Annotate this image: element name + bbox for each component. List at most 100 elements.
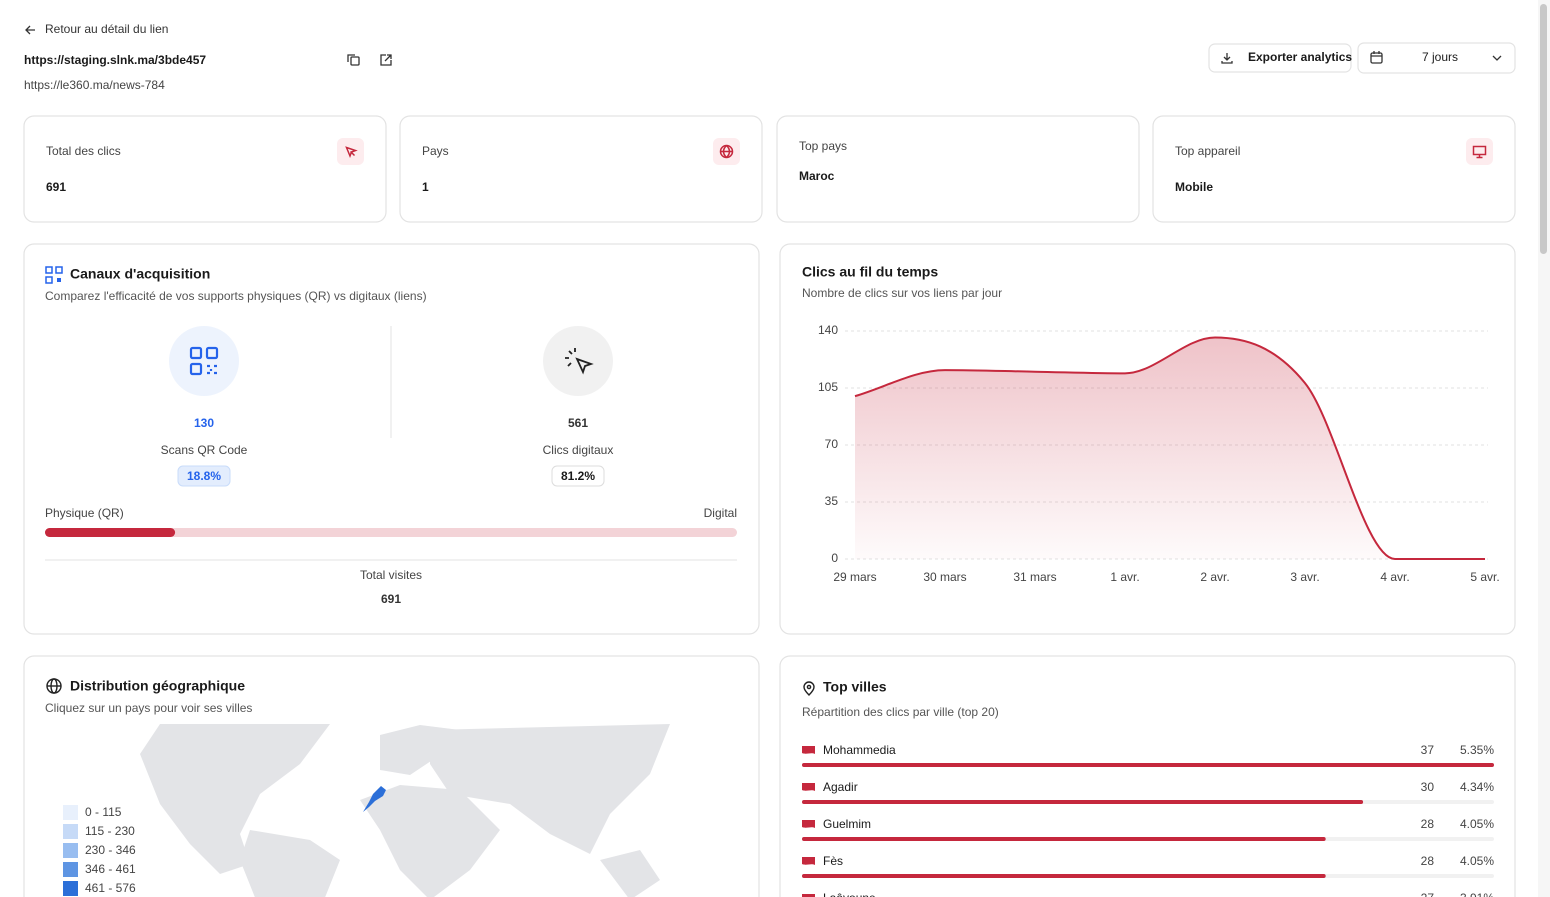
- city-share: 3.91%: [1460, 891, 1494, 897]
- stat-label: Top appareil: [1175, 144, 1240, 158]
- city-bar: [802, 763, 1494, 767]
- stat-card: [399, 115, 763, 223]
- city-share: 4.05%: [1460, 817, 1494, 831]
- digital-value: 561: [568, 416, 588, 430]
- scroll-thumb[interactable]: [1540, 4, 1547, 254]
- calendar-icon: [1370, 51, 1383, 64]
- stat-card: [776, 115, 1140, 223]
- back-arrow[interactable]: [25, 25, 35, 35]
- qr-value: 130: [194, 416, 214, 430]
- x-tick-label: 5 avr.: [1470, 570, 1499, 584]
- legend-label: 230 - 346: [85, 843, 136, 857]
- y-tick-label: 35: [825, 494, 839, 508]
- flag: [802, 820, 815, 828]
- bar-left-label: Physique (QR): [45, 506, 124, 520]
- period-select[interactable]: [1357, 42, 1516, 74]
- x-tick-label: 3 avr.: [1290, 570, 1319, 584]
- qr-icon: [189, 346, 219, 376]
- x-tick-label: 1 avr.: [1110, 570, 1139, 584]
- legend-swatch: [63, 881, 78, 896]
- city-clicks: 28: [1421, 817, 1435, 831]
- acquisition-subtitle: Comparez l'efficacité de vos supports ph…: [45, 289, 427, 303]
- legend-label: 0 - 115: [85, 805, 122, 819]
- flag: [802, 894, 815, 897]
- digital-label: Clics digitaux: [543, 443, 614, 457]
- y-tick-label: 0: [831, 551, 838, 565]
- stat-value: 691: [46, 180, 66, 194]
- link-title: https://staging.slnk.ma/3bde457: [24, 53, 206, 67]
- city-share: 5.35%: [1460, 743, 1494, 757]
- geo-subtitle: Cliquez sur un pays pour voir ses villes: [45, 701, 252, 715]
- stat-label: Top pays: [799, 139, 847, 153]
- x-tick-label: 2 avr.: [1200, 570, 1229, 584]
- qr-label: Scans QR Code: [161, 443, 248, 457]
- y-tick-label: 70: [825, 437, 839, 451]
- qr-percent: 18.8%: [187, 469, 221, 483]
- legend-label: 115 - 230: [85, 824, 135, 838]
- digital-pill: [551, 465, 605, 487]
- x-tick-label: 31 mars: [1013, 570, 1056, 584]
- bar-right-label: Digital: [704, 506, 737, 520]
- qr-icon-small: [45, 266, 63, 284]
- copy-icon[interactable]: [347, 54, 360, 66]
- x-tick-label: 4 avr.: [1380, 570, 1409, 584]
- stat-card: [23, 115, 387, 223]
- stat-card: [1152, 115, 1516, 223]
- cities-subtitle: Répartition des clics par ville (top 20): [802, 705, 999, 719]
- city-clicks: 27: [1421, 891, 1435, 897]
- cities-title: Top villes: [823, 679, 887, 695]
- area: [855, 337, 1485, 559]
- chart-title: Clics au fil du temps: [802, 264, 938, 280]
- stat-icon-bg: [1466, 138, 1493, 165]
- legend-swatch: [63, 805, 78, 820]
- destination-url: https://le360.ma/news-784: [24, 78, 165, 92]
- legend-swatch: [63, 862, 78, 877]
- legend-swatch: [63, 824, 78, 839]
- digital-percent: 81.2%: [561, 469, 595, 483]
- city-name: Laâyoune: [823, 891, 876, 897]
- city-share: 4.05%: [1460, 854, 1494, 868]
- stat-icon: [1472, 145, 1487, 159]
- stat-value: Mobile: [1175, 180, 1213, 194]
- legend-swatch: [63, 843, 78, 858]
- y-tick-label: 105: [818, 380, 838, 394]
- city-bar: [802, 800, 1364, 804]
- legend-label: 346 - 461: [85, 862, 136, 876]
- city-bar: [802, 874, 1326, 878]
- total-value: 691: [381, 592, 401, 606]
- download-icon: [1221, 53, 1233, 64]
- total-label: Total visites: [360, 568, 422, 582]
- share-fill: [45, 528, 176, 537]
- stat-value: 1: [422, 180, 429, 194]
- flag: [802, 857, 815, 865]
- qr-pill: [177, 465, 231, 487]
- y-tick-label: 140: [818, 323, 838, 337]
- line: [854, 336, 1485, 561]
- morocco[interactable]: [363, 786, 386, 812]
- stat-label: Total des clics: [46, 144, 121, 158]
- legend-label: 461 - 576: [85, 881, 136, 895]
- city-bar: [802, 837, 1326, 841]
- stat-value: Maroc: [799, 169, 835, 183]
- city-name: Fès: [823, 854, 843, 868]
- city-share: 4.34%: [1460, 780, 1494, 794]
- stat-icon: [719, 144, 734, 159]
- open-icon[interactable]: [380, 54, 392, 66]
- stat-label: Pays: [422, 144, 449, 158]
- export-label: Exporter analytics: [1248, 50, 1352, 64]
- stat-icon: [345, 146, 358, 159]
- back-link[interactable]: Retour au détail du lien: [45, 22, 168, 36]
- city-name: Agadir: [823, 780, 858, 794]
- world-map[interactable]: [140, 724, 670, 897]
- chart-subtitle: Nombre de clics sur vos liens par jour: [802, 286, 1002, 300]
- export-button[interactable]: [1208, 43, 1352, 73]
- stat-icon: [720, 144, 733, 159]
- share-track: [45, 528, 737, 537]
- cursor-icon: [565, 348, 594, 375]
- city-name: Guelmim: [823, 817, 871, 831]
- globe-icon: [46, 678, 62, 694]
- city-clicks: 28: [1421, 854, 1435, 868]
- cities-card: [779, 655, 1516, 897]
